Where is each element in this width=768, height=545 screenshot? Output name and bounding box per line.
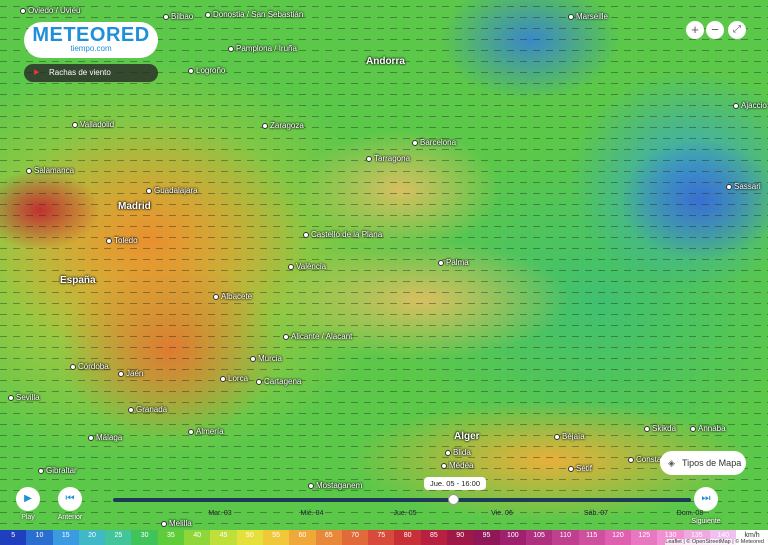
- timeline-knob[interactable]: [448, 494, 459, 505]
- play-button[interactable]: ▶: [16, 487, 40, 511]
- place-label: Oviedo / Uviéu: [20, 6, 80, 15]
- day-label: Dom. 08: [676, 510, 704, 517]
- place-label: Málaga: [88, 433, 122, 442]
- legend-value: 5: [0, 530, 27, 545]
- legend-value: 50: [236, 530, 263, 545]
- place-label: Granada: [128, 405, 167, 414]
- place-label: Bilbao: [163, 12, 193, 21]
- place-label: Skikda: [644, 424, 676, 433]
- legend-value: 65: [315, 530, 342, 545]
- place-label: Córdoba: [70, 362, 109, 371]
- legend-value: 25: [105, 530, 132, 545]
- next-button[interactable]: ⏭: [694, 487, 718, 511]
- place-label: València: [288, 262, 326, 271]
- day-label: Mié. 04: [300, 510, 324, 517]
- place-label: Marseille: [568, 12, 608, 21]
- legend-value: 100: [499, 530, 526, 545]
- logo[interactable]: METEORED tiempo.com: [24, 22, 158, 58]
- day-label: Mar. 03: [208, 510, 232, 517]
- place-label: Barcelona: [412, 138, 456, 147]
- legend-value: 10: [26, 530, 53, 545]
- place-label: Salamanca: [26, 166, 74, 175]
- legend-value: 80: [394, 530, 421, 545]
- place-label: Guadalajara: [146, 186, 198, 195]
- legend-value: 60: [289, 530, 316, 545]
- fullscreen[interactable]: ⤢: [728, 21, 746, 39]
- legend-value: 55: [262, 530, 290, 545]
- place-label: Jaén: [118, 369, 143, 378]
- place-label: Castelló de la Plana: [303, 230, 382, 239]
- place-label: Alger: [454, 431, 480, 442]
- legend-value: 85: [420, 530, 448, 545]
- legend-value: 15: [52, 530, 79, 545]
- place-label: Tarragona: [366, 154, 410, 163]
- legend-value: 20: [78, 530, 106, 545]
- place-label: Mostaganem: [308, 481, 362, 490]
- previous-label: Anterior: [57, 514, 83, 521]
- legend-value: 120: [604, 530, 632, 545]
- legend-value: 70: [341, 530, 369, 545]
- place-label: Cartagena: [256, 377, 301, 386]
- map-types[interactable]: Tipos de Mapa: [660, 451, 746, 475]
- legend-value: 110: [552, 530, 579, 545]
- place-label: Madrid: [118, 201, 151, 212]
- legend-value: 75: [368, 530, 395, 545]
- place-label: Toledo: [106, 236, 138, 245]
- place-label: Pamplona / Iruña: [228, 44, 297, 53]
- legend-value: 90: [447, 530, 474, 545]
- place-label: Lorca: [220, 374, 248, 383]
- legend-unit: km/h: [744, 532, 760, 539]
- place-label: Valladolid: [72, 120, 114, 129]
- legend-value: 30: [131, 530, 158, 545]
- day-label: Sáb. 07: [583, 510, 609, 517]
- logo-text: METEORED: [32, 24, 150, 46]
- place-label: Almería: [188, 427, 224, 436]
- place-label: Médéa: [441, 461, 473, 470]
- legend-value: 35: [157, 530, 185, 545]
- layer-badge[interactable]: Rachas de viento: [24, 64, 158, 82]
- place-label: Constantine: [628, 455, 679, 464]
- place-label: Alicante / Alacant: [283, 332, 352, 341]
- place-label: Sevilla: [8, 393, 40, 402]
- zoom-in[interactable]: +: [686, 21, 704, 39]
- place-label: Murcia: [250, 354, 282, 363]
- place-label: Gibraltar: [38, 466, 77, 475]
- legend-value: 95: [473, 530, 500, 545]
- place-label: Sassari: [726, 182, 761, 191]
- place-label: Melilla: [161, 519, 192, 528]
- attribution: Leaflet | © OpenStreetMap | © Meteored: [665, 539, 764, 545]
- legend: 5 10 15 20 25 30 35 40 45 50 55 60 65 70 75 80 85 90 95 100…: [0, 530, 768, 545]
- legend-value: 45: [210, 530, 237, 545]
- place-label: Blida: [445, 448, 471, 457]
- logo-sub: tiempo.com: [70, 44, 112, 53]
- play-label: Play: [21, 514, 35, 521]
- place-label: Andorra: [366, 56, 405, 67]
- timeline-track[interactable]: [113, 498, 691, 502]
- place-label: Albacete: [213, 292, 252, 301]
- next-label: Siguiente: [691, 518, 721, 525]
- place-label: Béjaïa: [554, 432, 585, 441]
- legend-value: 125: [631, 530, 658, 545]
- place-label: Logroño: [188, 66, 225, 75]
- current-time: Jue. 05 - 16:00: [424, 477, 486, 490]
- place-label: Palma: [438, 258, 469, 267]
- place-label: Ajaccio: [733, 101, 767, 110]
- legend-value: 115: [578, 530, 605, 545]
- place-label: Donostia / San Sebastián: [205, 10, 303, 19]
- zoom-out[interactable]: −: [706, 21, 724, 39]
- place-label: España: [60, 275, 96, 286]
- place-label: Annaba: [690, 424, 726, 433]
- place-label: Sétif: [568, 464, 592, 473]
- legend-value: 40: [184, 530, 211, 545]
- previous-button[interactable]: ⏮: [58, 487, 82, 511]
- place-label: Zaragoza: [262, 121, 304, 130]
- day-label: Jue. 05: [393, 510, 417, 517]
- day-label: Vie. 06: [491, 510, 513, 517]
- legend-value: 105: [525, 530, 553, 545]
